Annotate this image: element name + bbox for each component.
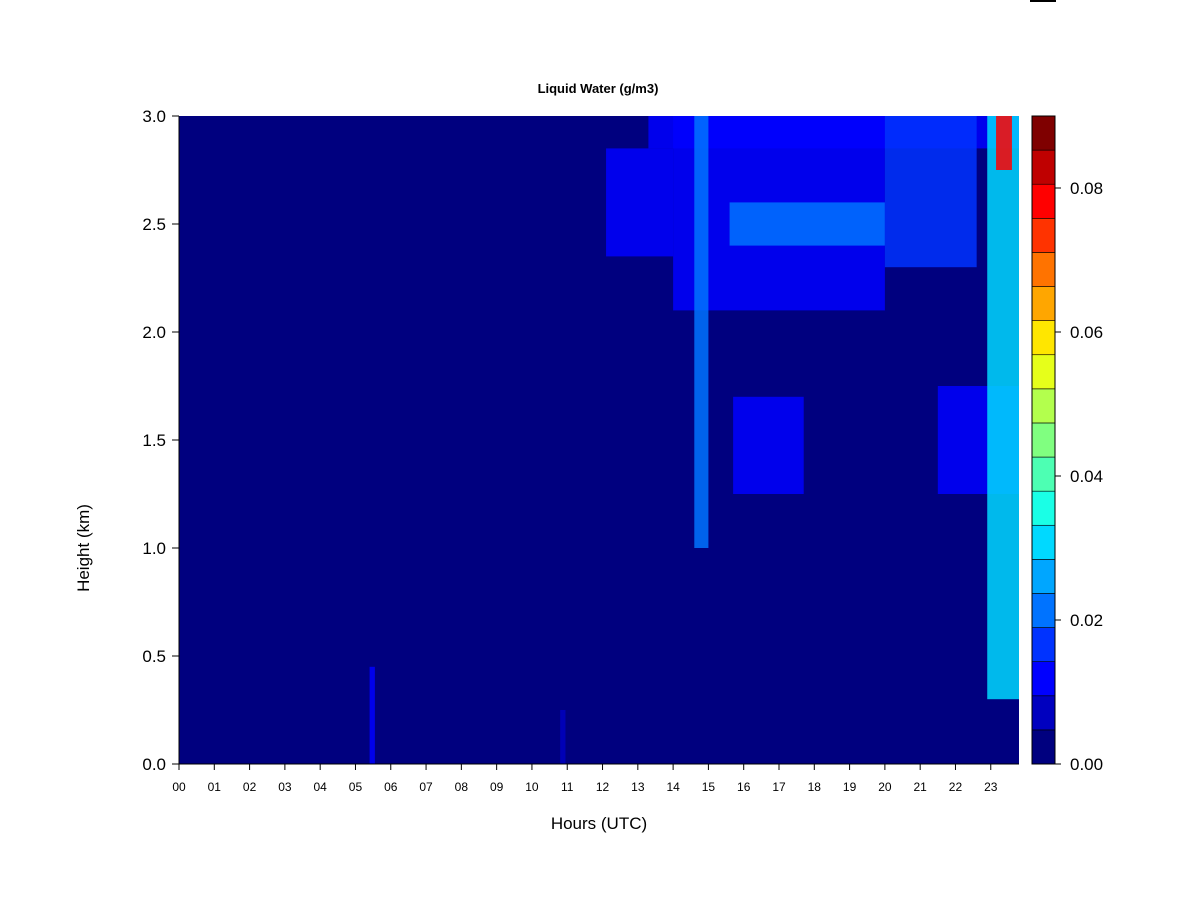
colorbar-level-4 xyxy=(1031,593,1056,628)
x-tick-label-23: 23 xyxy=(984,780,998,794)
heatmap-cell-5 xyxy=(694,116,709,548)
colorbar-frame xyxy=(1031,115,1056,765)
heatmap-cell-6 xyxy=(729,202,885,246)
colorbar-tick-label-4: 0.08 xyxy=(1070,179,1103,198)
x-tick-label-11: 11 xyxy=(561,780,574,794)
x-tick-label-01: 01 xyxy=(208,780,222,794)
colorbar-level-14 xyxy=(1031,252,1056,287)
heatmap-cell-2 xyxy=(606,148,674,257)
chart-title: Liquid Water (g/m3) xyxy=(538,81,659,96)
colorbar-level-12 xyxy=(1031,320,1056,356)
colorbar-level-15 xyxy=(1031,218,1056,253)
x-tick-label-21: 21 xyxy=(913,780,927,794)
x-tick-label-03: 03 xyxy=(278,780,292,794)
heatmap-cell-0 xyxy=(369,666,375,764)
heatmap-cell-1 xyxy=(560,710,566,764)
y-tick-label-2.0: 2.0 xyxy=(142,323,166,342)
colorbar-level-2 xyxy=(1031,661,1056,697)
colorbar-tick-label-1: 0.02 xyxy=(1070,611,1103,630)
x-tick-label-10: 10 xyxy=(525,780,539,794)
heatmap-cell-8 xyxy=(884,116,977,268)
x-tick-label-17: 17 xyxy=(772,780,786,794)
colorbar-level-17 xyxy=(1031,149,1056,185)
colorbar-level-13 xyxy=(1031,286,1056,321)
x-tick-label-13: 13 xyxy=(631,780,645,794)
colorbar-tick-label-2: 0.04 xyxy=(1070,467,1103,486)
x-tick-label-02: 02 xyxy=(243,780,257,794)
x-tick-label-06: 06 xyxy=(384,780,398,794)
colorbar-level-6 xyxy=(1031,524,1056,560)
colorbar-level-5 xyxy=(1031,559,1056,594)
x-tick-label-19: 19 xyxy=(843,780,857,794)
y-tick-label-0.5: 0.5 xyxy=(142,647,166,666)
x-tick-label-05: 05 xyxy=(349,780,363,794)
x-axis-label: Hours (UTC) xyxy=(551,814,647,833)
x-tick-label-00: 00 xyxy=(172,780,186,794)
heatmap-cell-11 xyxy=(996,116,1012,170)
x-tick-label-04: 04 xyxy=(313,780,327,794)
colorbar-level-0 xyxy=(1031,729,1056,765)
heatmap-area xyxy=(179,116,1019,764)
colorbar: 0.00 0.02 0.04 0.06 0.08 xyxy=(1031,115,1103,774)
heatmap-cell-10 xyxy=(987,116,1019,700)
colorbar-level-16 xyxy=(1031,183,1056,219)
y-axis: 0.0 0.5 1.0 1.5 2.0 2.5 3.0 xyxy=(142,107,180,774)
x-tick-label-07: 07 xyxy=(419,780,433,794)
colorbar-level-3 xyxy=(1031,627,1056,662)
y-tick-label-1.5: 1.5 xyxy=(142,431,166,450)
colorbar-level-7 xyxy=(1031,490,1056,526)
colorbar-tick-label-0: 0.00 xyxy=(1070,755,1103,774)
y-tick-label-2.5: 2.5 xyxy=(142,215,166,234)
y-axis-label: Height (km) xyxy=(74,504,93,592)
colorbar-level-8 xyxy=(1031,456,1056,492)
colorbar-level-1 xyxy=(1031,695,1056,731)
colorbar-level-11 xyxy=(1031,354,1056,390)
x-tick-label-18: 18 xyxy=(808,780,822,794)
x-tick-label-14: 14 xyxy=(666,780,680,794)
y-tick-label-1.0: 1.0 xyxy=(142,539,166,558)
x-axis: 00 01 02 03 04 05 06 07 08 09 10 11 12 13 14 15 16 17 18 19… xyxy=(172,763,1019,794)
colorbar-tick-label-3: 0.06 xyxy=(1070,323,1103,342)
corner-mark xyxy=(1030,0,1056,2)
x-tick-label-12: 12 xyxy=(596,780,610,794)
x-tick-label-08: 08 xyxy=(455,780,469,794)
heatmap-cell-7 xyxy=(733,396,804,494)
colorbar-level-10 xyxy=(1031,388,1056,424)
colorbar-level-18 xyxy=(1031,115,1056,151)
y-tick-label-3.0: 3.0 xyxy=(142,107,166,126)
x-tick-label-22: 22 xyxy=(949,780,963,794)
x-tick-label-16: 16 xyxy=(737,780,751,794)
x-tick-label-09: 09 xyxy=(490,780,504,794)
x-tick-label-20: 20 xyxy=(878,780,892,794)
y-tick-label-0.0: 0.0 xyxy=(142,755,166,774)
x-tick-label-15: 15 xyxy=(702,780,716,794)
colorbar-level-9 xyxy=(1031,422,1056,458)
